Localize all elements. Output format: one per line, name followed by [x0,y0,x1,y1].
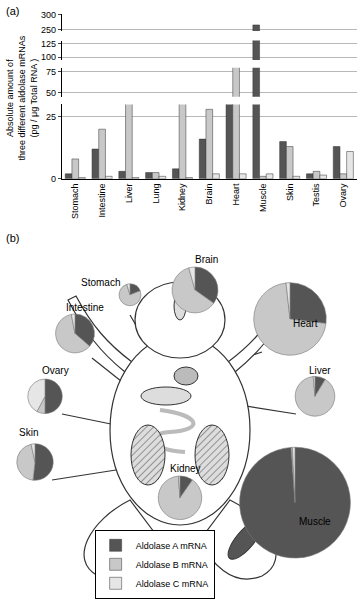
svg-text:Absolute amount ofthree differ: Absolute amount ofthree different aldola… [5,35,38,160]
svg-text:100: 100 [41,52,56,62]
svg-text:Ovary: Ovary [338,183,348,208]
svg-text:Kidney: Kidney [170,463,201,474]
svg-text:Skin: Skin [285,183,295,201]
svg-text:Ovary: Ovary [42,365,69,376]
svg-text:(a): (a) [6,5,19,17]
svg-text:50: 50 [46,88,56,98]
svg-text:25: 25 [46,112,56,122]
svg-text:Liver: Liver [309,365,331,376]
svg-text:Lung: Lung [151,183,161,203]
svg-text:Intestine: Intestine [66,302,104,313]
svg-text:Heart: Heart [293,318,318,329]
svg-text:Liver: Liver [124,183,134,203]
svg-text:Brain: Brain [195,254,218,265]
svg-text:Stomach: Stomach [81,277,120,288]
svg-text:125: 125 [41,38,56,48]
svg-text:Muscle: Muscle [299,516,331,527]
svg-text:Skin: Skin [19,427,38,438]
svg-text:Kidney: Kidney [177,183,187,211]
svg-text:0: 0 [51,174,56,184]
svg-text:Aldolase C mRNA: Aldolase C mRNA [136,579,209,589]
svg-text:Intestine: Intestine [97,183,107,217]
svg-text:75: 75 [46,67,56,77]
svg-text:(b): (b) [6,232,19,244]
svg-text:Stomach: Stomach [70,183,80,219]
svg-text:Aldolase A mRNA: Aldolase A mRNA [136,541,207,551]
svg-text:250: 250 [41,25,56,35]
svg-text:Testis: Testis [311,183,321,207]
svg-text:300: 300 [41,10,56,20]
svg-text:Heart: Heart [231,183,241,206]
svg-text:Muscle: Muscle [258,183,268,212]
svg-text:Brain: Brain [204,183,214,204]
svg-text:Aldolase B mRNA: Aldolase B mRNA [136,560,208,570]
